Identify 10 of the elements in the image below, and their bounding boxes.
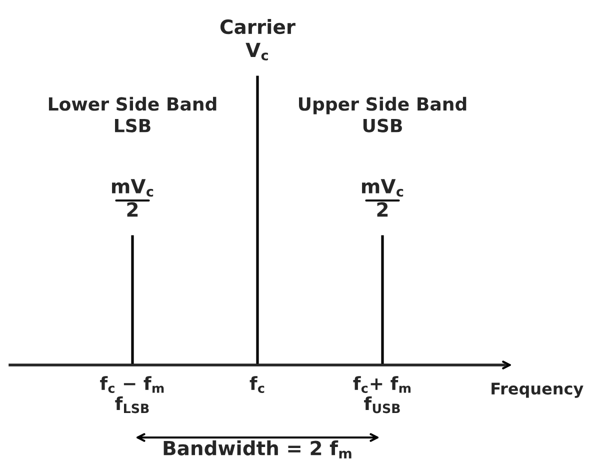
annotation: Lower Side Band LSB [48,96,216,132]
x-axis-title: Frequency [492,382,584,398]
text: Bandwidth = 2 f$_{m}$ [164,440,352,458]
category-label: f$_{c}$ − f$_{m}$ f$_{LSB}$ [100,376,164,414]
annotation: Carrier V$_{c}$ [220,19,296,60]
annotation: Upper Side Band USB [299,96,466,132]
category-label: f$_{c}$+ f$_{m}$ f$_{USB}$ [353,376,411,414]
annotation: mV$_{c}$ 2 [362,179,404,217]
annotation: mV$_{c}$ 2 [112,179,154,217]
x-tick-label: f$_{c}$ [250,376,264,393]
